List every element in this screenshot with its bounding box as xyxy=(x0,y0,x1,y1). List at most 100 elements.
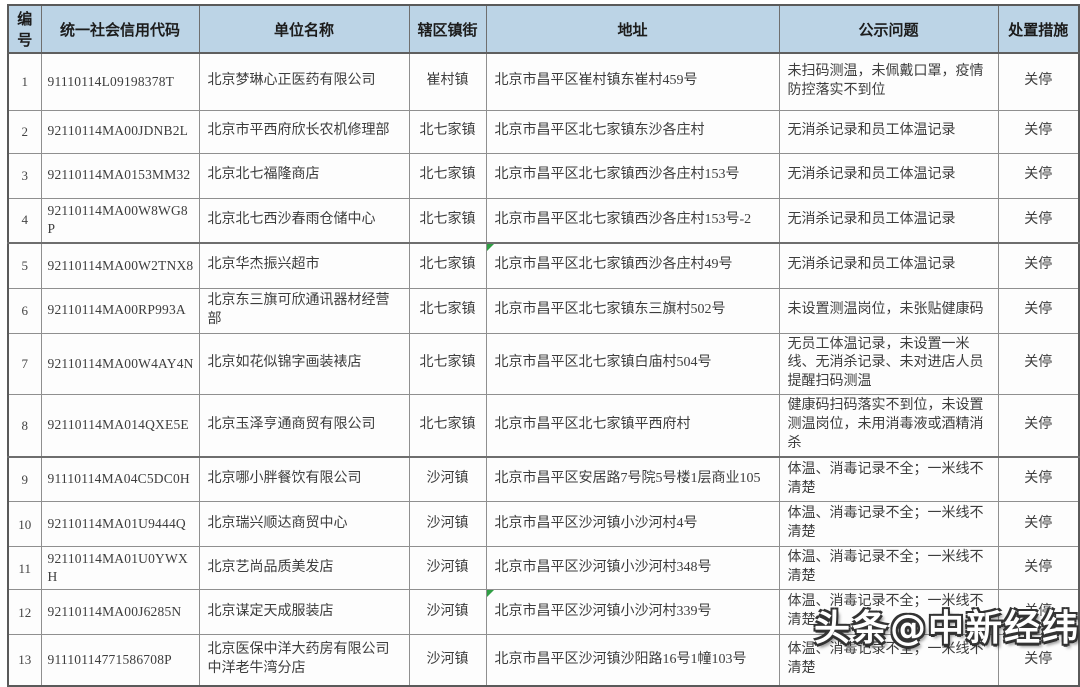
problem-cell: 无消杀记录和员工体温记录 xyxy=(778,197,999,244)
measure-cell: 关停 xyxy=(997,546,1080,591)
credit-code-cell: 92110114MA01U9444Q xyxy=(40,501,200,548)
address-cell: 北京市昌平区北七家镇西沙各庄村153号-2 xyxy=(485,197,780,244)
measure-cell: 关停 xyxy=(997,109,1080,154)
unit-name-cell: 北京哪小胖餐饮有限公司 xyxy=(198,456,410,503)
credit-code-cell: 92110114MA0153MM32 xyxy=(40,152,200,199)
unit-name-cell: 北京医保中洋大药房有限公司中洋老牛湾分店 xyxy=(198,634,410,687)
unit-name-cell: 北京梦琳心正医药有限公司 xyxy=(198,52,410,111)
col-header-measure: 处置措施 xyxy=(997,4,1080,54)
row-index-cell: 9 xyxy=(7,456,42,503)
row-index-cell: 10 xyxy=(7,501,42,548)
address-cell: 北京市昌平区北七家镇西沙各庄村153号 xyxy=(485,152,780,199)
table-body: 1 91110114L09198378T 北京梦琳心正医药有限公司 崔村镇 北京市昌平区… xyxy=(7,52,1080,687)
town-cell: 北七家镇 xyxy=(408,109,487,154)
address-cell: 北京市昌平区沙河镇小沙河村4号 xyxy=(485,501,780,548)
news-watermark: 头条@中新经纬 xyxy=(813,608,1080,649)
problem-cell: 无消杀记录和员工体温记录 xyxy=(778,152,999,199)
town-cell: 北七家镇 xyxy=(408,152,487,199)
col-header-address: 地址 xyxy=(485,4,780,54)
inspection-table: 编号 统一社会信用代码 单位名称 辖区镇街 地址 公示问题 处置措施 1 9111… xyxy=(7,4,1080,687)
unit-name-cell: 北京华杰振兴超市 xyxy=(198,242,410,289)
measure-cell: 关停 xyxy=(997,394,1080,458)
problem-cell: 未设置测温岗位，未张贴健康码 xyxy=(778,287,999,334)
town-cell: 沙河镇 xyxy=(408,634,487,687)
address-cell: 北京市昌平区北七家镇东三旗村502号 xyxy=(485,287,780,334)
town-cell: 北七家镇 xyxy=(408,242,487,289)
town-cell: 崔村镇 xyxy=(408,52,487,111)
address-cell: 北京市昌平区北七家镇平西府村 xyxy=(485,394,780,458)
unit-name-cell: 北京瑞兴顺达商贸中心 xyxy=(198,501,410,548)
unit-name-cell: 北京艺尚品质美发店 xyxy=(198,546,410,591)
credit-code-cell: 91110114MA04C5DC0H xyxy=(40,456,200,503)
table-row: 6 92110114MA00RP993A 北京东三旗可欣通讯器材经营部 北七家镇 北京市… xyxy=(7,287,1080,334)
town-cell: 北七家镇 xyxy=(408,332,487,396)
row-index-cell: 5 xyxy=(7,242,42,289)
table-row: 12 92110114MA00J6285N 北京谋定天成服装店 沙河镇 北京市昌平区沙河… xyxy=(7,589,1080,636)
measure-cell: 关停 xyxy=(997,501,1080,548)
unit-name-cell: 北京北七西沙春雨仓储中心 xyxy=(198,197,410,244)
table-row: 3 92110114MA0153MM32 北京北七福隆商店 北七家镇 北京市昌平区北七家… xyxy=(7,152,1080,199)
credit-code-cell: 92110114MA00J6285N xyxy=(40,589,200,636)
row-index-cell: 8 xyxy=(7,394,42,458)
table-row: 10 92110114MA01U9444Q 北京瑞兴顺达商贸中心 沙河镇 北京市昌平区沙… xyxy=(7,501,1080,548)
row-index-cell: 7 xyxy=(7,332,42,396)
problem-cell: 无员工体温记录，未设置一米线、无消杀记录、未对进店人员提醒扫码测温 xyxy=(778,332,999,396)
row-index-cell: 12 xyxy=(7,589,42,636)
table-row: 1 91110114L09198378T 北京梦琳心正医药有限公司 崔村镇 北京市昌平区… xyxy=(7,52,1080,111)
table-row: 11 92110114MA01U0YWXH 北京艺尚品质美发店 沙河镇 北京市昌平区沙河… xyxy=(7,546,1080,591)
credit-code-cell: 92110114MA00JDNB2L xyxy=(40,109,200,154)
row-index-cell: 13 xyxy=(7,634,42,687)
town-cell: 北七家镇 xyxy=(408,197,487,244)
col-header-problem: 公示问题 xyxy=(778,4,999,54)
row-index-cell: 4 xyxy=(7,197,42,244)
unit-name-cell: 北京北七福隆商店 xyxy=(198,152,410,199)
measure-cell: 关停 xyxy=(997,52,1080,111)
measure-cell: 关停 xyxy=(997,589,1080,636)
address-cell: 北京市昌平区沙河镇小沙河村339号 xyxy=(485,589,780,636)
measure-cell: 关停 xyxy=(997,242,1080,289)
problem-cell: 未扫码测温，未佩戴口罩，疫情防控落实不到位 xyxy=(778,52,999,111)
address-cell: 北京市昌平区安居路7号院5号楼1层商业105 xyxy=(485,456,780,503)
town-cell: 沙河镇 xyxy=(408,589,487,636)
address-cell: 北京市昌平区沙河镇沙阳路16号1幢103号 xyxy=(485,634,780,687)
row-index-cell: 11 xyxy=(7,546,42,591)
row-index-cell: 3 xyxy=(7,152,42,199)
row-index-cell: 1 xyxy=(7,52,42,111)
problem-cell: 健康码扫码落实不到位，未设置测温岗位，未用消毒液或酒精消杀 xyxy=(778,394,999,458)
town-cell: 沙河镇 xyxy=(408,456,487,503)
problem-cell: 体温、消毒记录不全；一米线不清楚 xyxy=(778,546,999,591)
row-index-cell: 6 xyxy=(7,287,42,334)
measure-cell: 关停 xyxy=(997,287,1080,334)
address-cell: 北京市昌平区崔村镇东崔村459号 xyxy=(485,52,780,111)
table-row: 7 92110114MA00W4AY4N 北京如花似锦字画装裱店 北七家镇 北京市昌平区… xyxy=(7,332,1080,396)
unit-name-cell: 北京如花似锦字画装裱店 xyxy=(198,332,410,396)
table-header: 编号 统一社会信用代码 单位名称 辖区镇街 地址 公示问题 处置措施 xyxy=(7,4,1080,54)
published-inspection-table-page: 编号 统一社会信用代码 单位名称 辖区镇街 地址 公示问题 处置措施 1 9111… xyxy=(7,4,1080,687)
header-row: 编号 统一社会信用代码 单位名称 辖区镇街 地址 公示问题 处置措施 xyxy=(7,4,1080,54)
table-row: 9 91110114MA04C5DC0H 北京哪小胖餐饮有限公司 沙河镇 北京市昌平区安… xyxy=(7,456,1080,503)
credit-code-cell: 92110114MA01U0YWXH xyxy=(40,546,200,591)
credit-code-cell: 92110114MA014QXE5E xyxy=(40,394,200,458)
address-cell: 北京市昌平区北七家镇东沙各庄村 xyxy=(485,109,780,154)
credit-code-cell: 92110114MA00W8WG8P xyxy=(40,197,200,244)
problem-cell: 无消杀记录和员工体温记录 xyxy=(778,109,999,154)
town-cell: 北七家镇 xyxy=(408,394,487,458)
col-header-town: 辖区镇街 xyxy=(408,4,487,54)
unit-name-cell: 北京谋定天成服装店 xyxy=(198,589,410,636)
measure-cell: 关停 xyxy=(997,197,1080,244)
measure-cell: 关停 xyxy=(997,332,1080,396)
table-row: 2 92110114MA00JDNB2L 北京市平西府欣长农机修理部 北七家镇 北京市昌… xyxy=(7,109,1080,154)
problem-cell: 体温、消毒记录不全；一米线不清楚 xyxy=(778,589,999,636)
unit-name-cell: 北京市平西府欣长农机修理部 xyxy=(198,109,410,154)
credit-code-cell: 92110114MA00W4AY4N xyxy=(40,332,200,396)
credit-code-cell: 91110114771586708P xyxy=(40,634,200,687)
town-cell: 沙河镇 xyxy=(408,501,487,548)
table-row: 8 92110114MA014QXE5E 北京玉泽亨通商贸有限公司 北七家镇 北京市昌平… xyxy=(7,394,1080,458)
address-cell: 北京市昌平区沙河镇小沙河村348号 xyxy=(485,546,780,591)
table-row: 4 92110114MA00W8WG8P 北京北七西沙春雨仓储中心 北七家镇 北京市昌平… xyxy=(7,197,1080,244)
unit-name-cell: 北京东三旗可欣通讯器材经营部 xyxy=(198,287,410,334)
town-cell: 北七家镇 xyxy=(408,287,487,334)
address-cell: 北京市昌平区北七家镇白庙村504号 xyxy=(485,332,780,396)
measure-cell: 关停 xyxy=(997,152,1080,199)
credit-code-cell: 92110114MA00RP993A xyxy=(40,287,200,334)
